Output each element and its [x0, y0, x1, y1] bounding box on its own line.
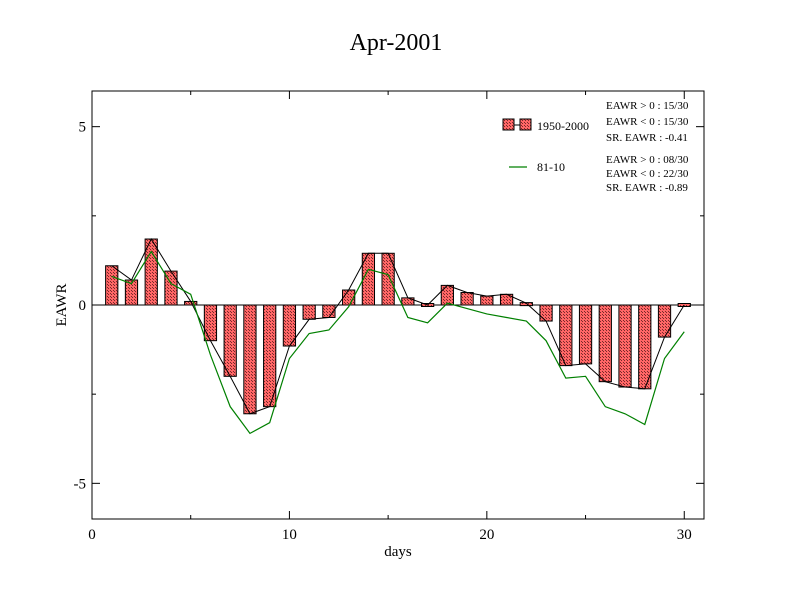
bar	[440, 284, 454, 306]
x-tick-label: 30	[677, 527, 692, 543]
series-line-81-10	[111, 250, 685, 435]
x-tick-label: 20	[479, 527, 494, 543]
stat-line: EAWR < 0 : 22/30	[606, 168, 689, 180]
bar	[203, 304, 218, 342]
x-tick-label: 10	[282, 527, 297, 543]
legend-label-bars: 1950-2000	[537, 119, 589, 133]
chart-title: Apr-2001	[350, 30, 443, 56]
y-axis: -5 0 5	[74, 120, 704, 492]
stat-line: EAWR > 0 : 15/30	[606, 100, 689, 112]
bar-top-line	[111, 237, 685, 415]
legend: 1950-2000 81-10 EAWR > 0 : 15/30 EAWR < …	[502, 100, 689, 194]
bar	[223, 304, 237, 377]
legend-item-line: 81-10	[509, 160, 565, 174]
stat-line: SR. EAWR : -0.41	[606, 132, 688, 144]
bar	[519, 302, 533, 307]
x-axis: 0 10 20 30	[88, 91, 692, 543]
bar	[243, 304, 257, 415]
legend-bar-swatch	[502, 118, 515, 131]
x-axis-label: days	[384, 544, 412, 560]
bar	[302, 304, 316, 320]
bar	[657, 304, 672, 338]
stats-block: EAWR > 0 : 15/30 EAWR < 0 : 15/30 SR. EA…	[606, 100, 689, 194]
y-axis-label: EAWR	[54, 284, 70, 327]
bar	[105, 265, 119, 306]
y-tick-label: -5	[74, 476, 87, 492]
bar	[381, 252, 395, 306]
bar-series	[105, 238, 691, 415]
bar	[539, 304, 553, 322]
bar	[263, 304, 277, 408]
legend-label-line: 81-10	[537, 160, 565, 174]
stat-line: EAWR > 0 : 08/30	[606, 154, 689, 166]
bar	[598, 304, 612, 383]
legend-bar-swatch	[519, 118, 532, 131]
bar	[578, 304, 593, 365]
legend-item-bars: 1950-2000	[502, 118, 589, 133]
y-tick-label: 0	[79, 298, 87, 314]
bar	[480, 295, 494, 306]
y-tick-label: 5	[79, 120, 87, 136]
bar	[618, 304, 632, 388]
line-series	[111, 237, 685, 435]
stat-line: SR. EAWR : -0.89	[606, 182, 688, 194]
bar	[460, 292, 474, 306]
stat-line: EAWR < 0 : 15/30	[606, 116, 689, 128]
x-tick-label: 0	[88, 527, 96, 543]
